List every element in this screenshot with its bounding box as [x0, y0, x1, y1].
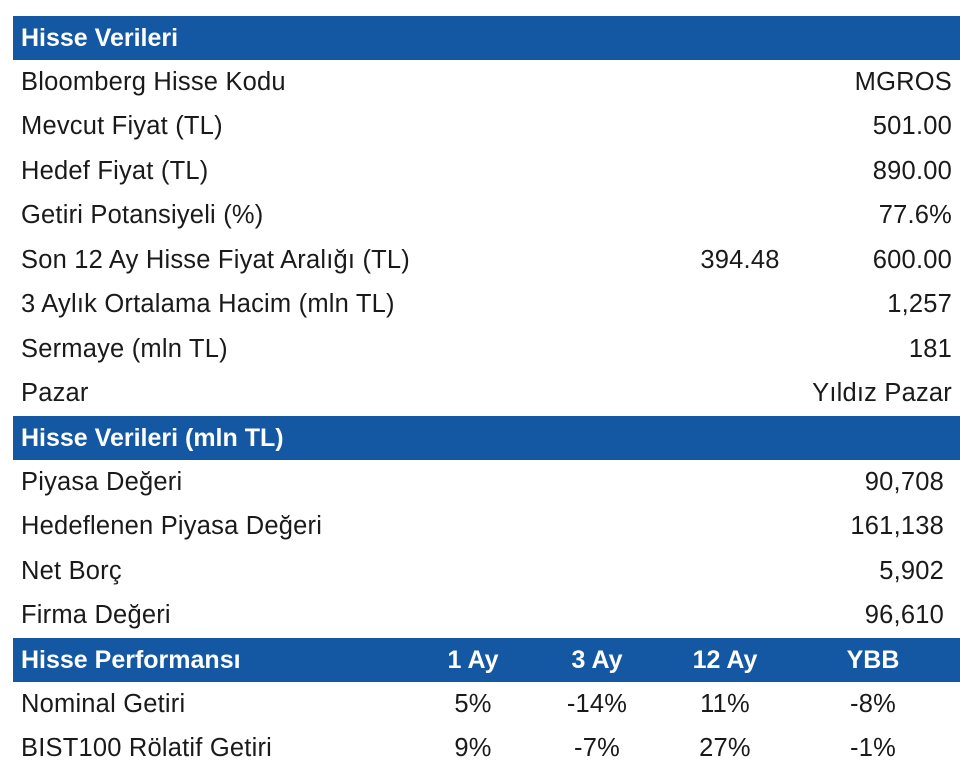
cell-ytd: -8%: [850, 689, 896, 718]
row-value: 890.00: [872, 156, 952, 185]
cell-ytd: -1%: [850, 734, 896, 763]
row-nominal-return: Nominal Getiri 5% -14% 11% -8%: [13, 682, 960, 727]
row-label: Bloomberg Hisse Kodu: [21, 67, 286, 96]
row-avg-volume: 3 Aylık Ortalama Hacim (mln TL) 1,257: [13, 283, 960, 328]
row-enterprise-value: Firma Değeri 96,610: [13, 594, 960, 639]
row-value: 501.00: [872, 112, 952, 141]
row-bloomberg-code: Bloomberg Hisse Kodu MGROS: [13, 60, 960, 105]
row-capital: Sermaye (mln TL) 181: [13, 327, 960, 372]
cell-1m: 9%: [454, 734, 492, 763]
column-header-3m: 3 Ay: [571, 645, 623, 674]
row-market: Pazar Yıldız Pazar: [13, 372, 960, 417]
row-market-cap: Piyasa Değeri 90,708: [13, 460, 960, 505]
row-label: Getiri Potansiyeli (%): [21, 201, 264, 230]
row-label: Son 12 Ay Hisse Fiyat Aralığı (TL): [21, 245, 410, 274]
cell-12m: 11%: [700, 689, 750, 718]
section-title: Hisse Performansı: [21, 645, 241, 674]
section-title: Hisse Verileri (mln TL): [21, 423, 284, 452]
row-price-range: Son 12 Ay Hisse Fiyat Aralığı (TL) 394.4…: [13, 238, 960, 283]
section-header-stock-data: Hisse Verileri: [13, 16, 960, 60]
section-title: Hisse Verileri: [21, 23, 179, 52]
row-label: BIST100 Rölatif Getiri: [21, 734, 272, 763]
row-value: 161,138: [850, 512, 944, 541]
row-value: 181: [908, 334, 952, 363]
column-header-1m: 1 Ay: [447, 645, 499, 674]
row-value: 96,610: [864, 601, 944, 630]
row-label: Hedef Fiyat (TL): [21, 156, 209, 185]
row-value: Yıldız Pazar: [812, 379, 952, 408]
row-label: 3 Aylık Ortalama Hacim (mln TL): [21, 290, 395, 319]
row-relative-return: BIST100 Rölatif Getiri 9% -7% 27% -1%: [13, 727, 960, 768]
row-label: Net Borç: [21, 556, 122, 585]
row-label: Firma Değeri: [21, 601, 171, 630]
row-net-debt: Net Borç 5,902: [13, 549, 960, 594]
row-target-market-cap: Hedeflenen Piyasa Değeri 161,138: [13, 505, 960, 550]
cell-3m: -7%: [574, 734, 620, 763]
stock-data-table: Hisse Verileri Bloomberg Hisse Kodu MGRO…: [13, 16, 960, 768]
section-header-performance: Hisse Performansı 1 Ay 3 Ay 12 Ay YBB: [13, 638, 960, 682]
row-return-potential: Getiri Potansiyeli (%) 77.6%: [13, 194, 960, 239]
row-value: 5,902: [879, 556, 944, 585]
row-label: Nominal Getiri: [21, 689, 186, 718]
column-header-ytd: YBB: [846, 645, 900, 674]
row-value: 90,708: [864, 467, 944, 496]
column-header-12m: 12 Ay: [692, 645, 758, 674]
row-label: Sermaye (mln TL): [21, 334, 228, 363]
cell-1m: 5%: [454, 689, 492, 718]
row-value: MGROS: [854, 67, 952, 96]
row-current-price: Mevcut Fiyat (TL) 501.00: [13, 105, 960, 150]
row-label: Hedeflenen Piyasa Değeri: [21, 512, 323, 541]
row-range-low: 394.48: [700, 245, 780, 274]
row-label: Piyasa Değeri: [21, 467, 183, 496]
row-value: 600.00: [872, 245, 952, 274]
row-target-price: Hedef Fiyat (TL) 890.00: [13, 149, 960, 194]
row-label: Pazar: [21, 379, 89, 408]
row-value: 1,257: [887, 290, 952, 319]
row-value: 77.6%: [878, 201, 952, 230]
cell-3m: -14%: [566, 689, 628, 718]
row-label: Mevcut Fiyat (TL): [21, 112, 223, 141]
cell-12m: 27%: [699, 734, 751, 763]
section-header-stock-data-mln: Hisse Verileri (mln TL): [13, 416, 960, 460]
